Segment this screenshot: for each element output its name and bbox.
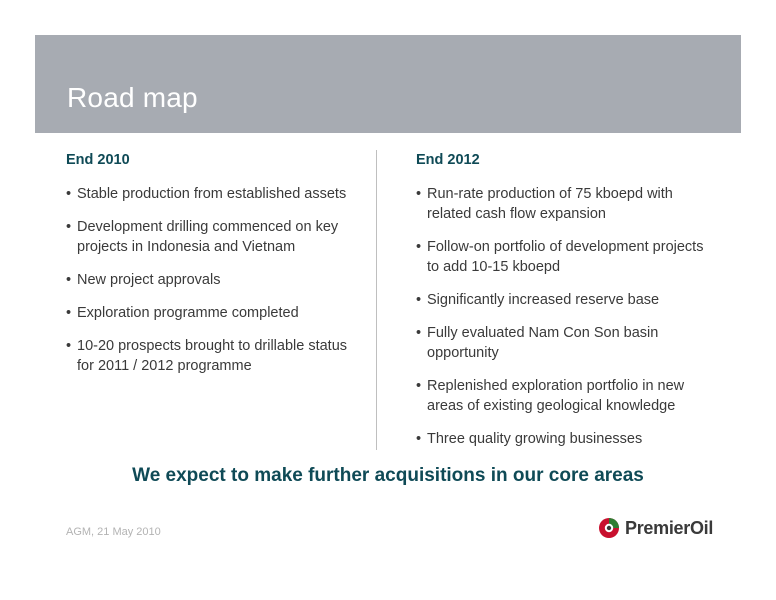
column-divider [376,150,377,450]
left-bullet-list: Stable production from established asset… [66,184,356,376]
logo-text: PremierOil [625,517,714,538]
list-item: Stable production from established asset… [66,184,356,204]
list-item: Fully evaluated Nam Con Son basin opport… [416,323,716,363]
left-column: End 2010 Stable production from establis… [66,150,356,389]
list-item: Three quality growing businesses [416,429,716,449]
list-item: Development drilling commenced on key pr… [66,217,356,257]
footer-note: AGM, 21 May 2010 [66,526,161,538]
page-title: Road map [67,82,198,113]
list-item: Significantly increased reserve base [416,290,716,310]
header-band: Road map [35,35,741,133]
tagline: We expect to make further acquisitions i… [132,465,644,486]
left-column-heading: End 2010 [66,152,130,168]
right-column: End 2012 Run-rate production of 75 kboep… [416,150,716,462]
list-item: 10-20 prospects brought to drillable sta… [66,336,356,376]
list-item: Exploration programme completed [66,303,356,323]
right-column-heading: End 2012 [416,152,480,168]
list-item: Replenished exploration portfolio in new… [416,376,716,416]
list-item: New project approvals [66,270,356,290]
premier-oil-logo-icon [599,518,619,538]
list-item: Follow-on portfolio of development proje… [416,237,716,277]
list-item: Run-rate production of 75 kboepd with re… [416,184,716,224]
company-logo: PremierOil [598,516,713,540]
right-bullet-list: Run-rate production of 75 kboepd with re… [416,184,716,449]
